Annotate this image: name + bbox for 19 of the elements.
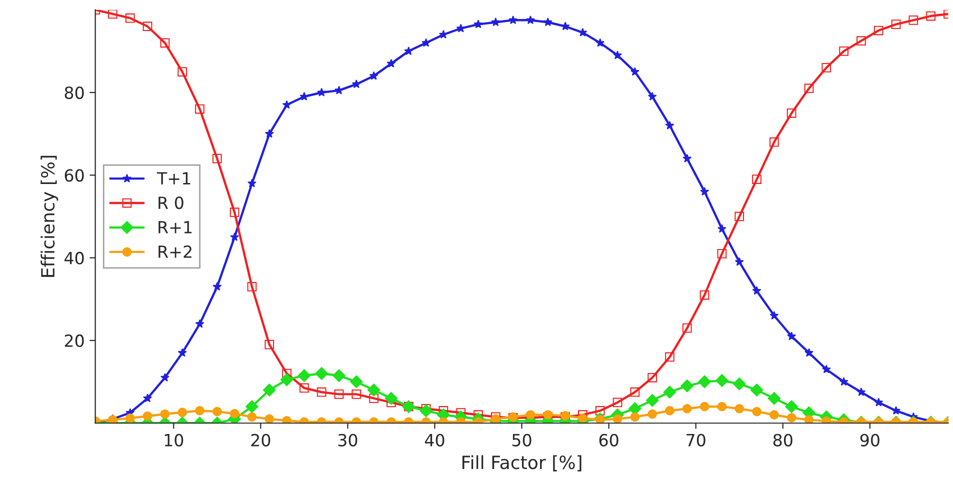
legend-label: R+2 [158,245,192,258]
x-tick-label: 50 [512,434,532,446]
legend-label: T+1 [156,172,190,184]
y-tick-label: 40 [64,252,84,264]
y-axis-title: Efficiency [%] [40,156,58,277]
x-tick-label: 80 [773,434,792,446]
y-tick-label: 60 [64,169,84,182]
x-tick-label: 60 [599,434,618,446]
x-tick-label: 30 [338,434,358,446]
legend-label: R 0 [158,196,184,210]
x-tick-label: 10 [164,434,184,446]
x-tick-label: 40 [424,434,444,446]
x-tick-label: 70 [686,434,706,446]
y-tick-label: 80 [64,86,84,100]
x-tick-label: 90 [860,434,880,446]
x-axis-title: Fill Factor [%] [462,455,582,472]
x-tick-label: 20 [251,434,270,446]
y-tick-label: 20 [64,334,84,348]
legend-label: R+1 [158,221,192,234]
